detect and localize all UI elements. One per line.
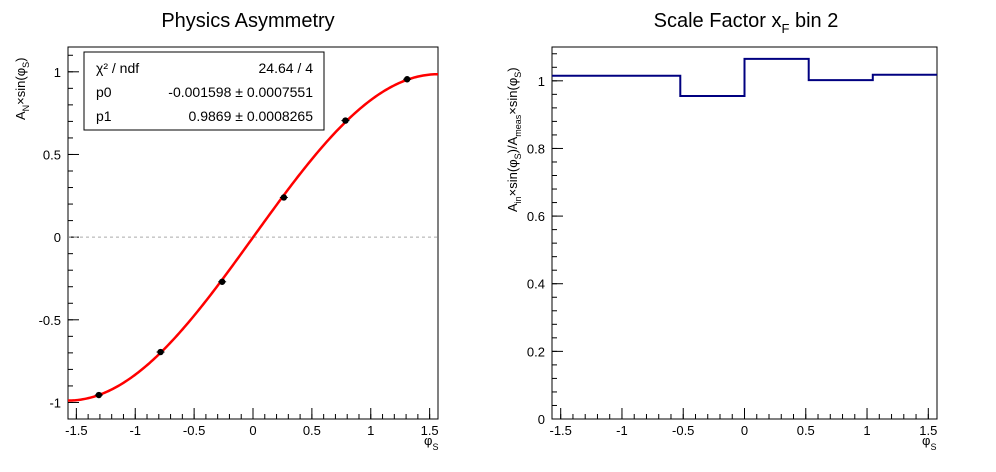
x-tick-label: 0 [741,423,748,438]
left-x-axis: -1.5 -1 -0.5 0 0.5 1 1.5 [65,408,439,438]
right-y-axis-label: Ain×sin(φS)/Ameas×sin(φS) [505,67,523,212]
p1-label: p1 [96,108,112,124]
fit-stats-box: χ² / ndf 24.64 / 4 p0 -0.001598 ± 0.0007… [83,51,325,131]
scale-factor-histogram [552,57,937,98]
x-tick-label: 0.5 [303,423,321,438]
x-tick-label: 0 [249,423,256,438]
x-tick-label: -1 [129,423,141,438]
left-y-axis-label: AN×sin(φS) [13,58,31,121]
right-plot-frame [551,46,938,420]
y-tick-label: -0.5 [39,313,61,328]
y-tick-label: 0.6 [527,209,545,224]
x-tick-label: -1.5 [65,423,87,438]
p1-value: 0.9869 ± 0.0008265 [189,108,314,124]
y-tick-label: 0.8 [527,141,545,156]
p0-label: p0 [96,84,112,100]
x-tick-label: -1 [616,423,628,438]
y-tick-label: 0 [54,230,61,245]
x-tick-label: 1.5 [919,423,937,438]
right-x-axis: -1.5 -1 -0.5 0 0.5 1 1.5 [549,408,937,438]
y-tick-label: 0 [538,412,545,427]
left-chart-title: Physics Asymmetry [161,10,334,32]
right-chart: Scale Factor xF bin 2 -1.5 -1 -0.5 0 0.5 1 1.5… [505,10,938,452]
left-chart: Physics Asymmetry -1.5 -1 -0.5 0 0.5 1 1.5 -1-… [13,10,439,452]
y-tick-label: 0.5 [43,147,61,162]
right-y-axis: 0 0.2 0.4 0.6 0.8 1 [527,53,563,427]
y-tick-label: -1 [49,395,61,410]
p0-value: -0.001598 ± 0.0007551 [168,84,313,100]
fit-curve [67,72,439,402]
x-tick-label: 0.5 [797,423,815,438]
y-tick-label: 0.4 [527,277,545,292]
chi2-value: 24.64 / 4 [259,60,314,76]
x-tick-label: -0.5 [672,423,694,438]
data-points [94,76,412,399]
x-tick-label: 1 [367,423,374,438]
x-tick-label: 1 [863,423,870,438]
y-tick-label: 1 [538,74,545,89]
y-tick-label: 0.2 [527,344,545,359]
x-tick-label: -0.5 [183,423,205,438]
x-tick-label: 1.5 [421,423,439,438]
chi2-label: χ² / ndf [96,60,139,76]
right-chart-title: Scale Factor xF bin 2 [654,10,839,36]
x-tick-label: -1.5 [549,423,571,438]
left-y-axis: -1 -0.5 0 0.5 1 [39,54,79,420]
y-tick-label: 1 [54,65,61,80]
